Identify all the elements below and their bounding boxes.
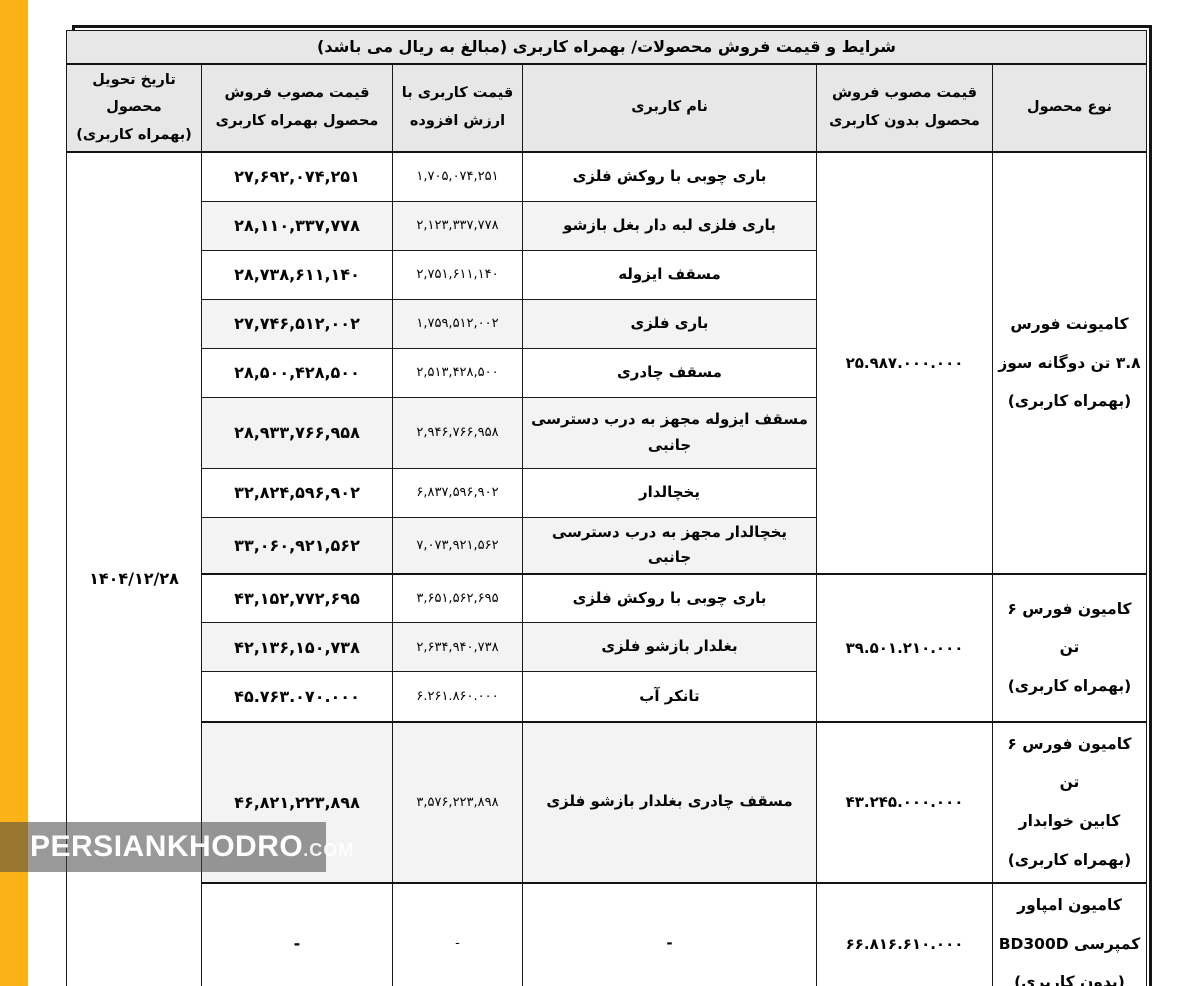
price-table: شرایط و قیمت فروش محصولات/ بهمراه کاربری… [66,30,1147,986]
col-header-price-without: قیمت مصوب فروش محصول بدون کاربری [816,63,993,154]
col-header-price-with: قیمت مصوب فروش محصول بهمراه کاربری [201,63,393,154]
usage-name-cell: - [522,881,817,986]
watermark-brand-text: PERSIANKHODRO [30,830,304,863]
vat-price-cell: ۶.۲۶۱.۸۶۰.۰۰۰ [392,671,523,723]
usage-name-cell: یخچالدار [522,467,817,518]
price-table-body: کامیونت فورس ۳.۸ تن دوگانه سوز (بهمراه ک… [66,151,1147,986]
vat-price-cell: ۶,۸۳۷,۵۹۶,۹۰۲ [392,467,523,518]
usage-name-cell: بغلدار بازشو فلزی [522,622,817,673]
usage-name-cell: مسقف چادری بغلدار بازشو فلزی [522,720,817,884]
product-type-cell: کامیون فورس ۶ تن کابین خوابدار (بهمراه ک… [992,720,1147,884]
total-price-cell: ۴۳,۱۵۲,۷۷۲,۶۹۵ [201,572,393,624]
vat-price-cell: ۳,۶۵۱,۵۶۲,۶۹۵ [392,572,523,624]
col-header-usage-name: نام کاربری [522,63,817,154]
table-title-row: شرایط و قیمت فروش محصولات/ بهمراه کاربری… [66,30,1147,65]
total-price-cell: ۳۳,۰۶۰,۹۲۱,۵۶۲ [201,516,393,575]
vat-price-cell: ۱,۷۰۵,۰۷۴,۲۵۱ [392,151,523,202]
vat-price-cell: - [392,881,523,986]
price-without-cell: ۳۹.۵۰۱.۲۱۰.۰۰۰ [816,572,993,723]
table-row: یخچالدار ۶,۸۳۷,۵۹۶,۹۰۲ ۳۲,۸۲۴,۵۹۶,۹۰۲ [67,467,1147,518]
vat-price-cell: ۲,۶۳۴,۹۴۰,۷۳۸ [392,622,523,673]
price-table-frame: شرایط و قیمت فروش محصولات/ بهمراه کاربری… [66,25,1152,986]
table-row: باری فلزی لبه دار بغل بازشو ۲,۱۲۳,۳۳۷,۷۷۸… [67,200,1147,251]
yellow-accent-bar [0,0,28,986]
col-header-vat-price: قیمت کاربری با ارزش افزوده [392,63,523,154]
product-type-cell: کامیون امپاور کمپرسی BD300D (بدون کاربری… [992,881,1147,986]
vat-price-cell: ۱,۷۵۹,۵۱۲,۰۰۲ [392,298,523,349]
price-without-cell: ۲۵.۹۸۷.۰۰۰.۰۰۰ [816,151,993,575]
total-price-cell: ۲۸,۷۳۸,۶۱۱,۱۴۰ [201,249,393,300]
table-header-row: نوع محصول قیمت مصوب فروش محصول بدون کارب… [66,63,1147,154]
vat-price-cell: ۲,۵۱۳,۴۲۸,۵۰۰ [392,347,523,398]
usage-name-cell: باری چوبی با روکش فلزی [522,151,817,202]
price-without-cell: ۶۶.۸۱۶.۶۱۰.۰۰۰ [816,881,993,986]
watermark-domain-text: .COM [303,840,355,860]
col-header-product-type: نوع محصول [992,63,1147,154]
usage-name-cell: مسقف ایزوله [522,249,817,300]
table-row: کامیون فورس ۶ تن (بهمراه کاربری) ۳۹.۵۰۱.۲… [67,572,1147,723]
table-row: بغلدار بازشو فلزی ۲,۶۳۴,۹۴۰,۷۳۸ ۴۲,۱۳۶,۱۵۰… [67,622,1147,673]
total-price-cell: - [201,881,393,986]
vat-price-cell: ۳,۵۷۶,۲۲۳,۸۹۸ [392,720,523,884]
total-price-cell: ۲۸,۹۳۳,۷۶۶,۹۵۸ [201,396,393,469]
total-price-cell: ۲۷,۶۹۲,۰۷۴,۲۵۱ [201,151,393,202]
table-row: مسقف ایزوله مجهز به درب دسترسی جانبی ۲,۹۴… [67,396,1147,469]
usage-name-cell: باری فلزی [522,298,817,349]
total-price-cell: ۳۲,۸۲۴,۵۹۶,۹۰۲ [201,467,393,518]
table-row: مسقف چادری ۲,۵۱۳,۴۲۸,۵۰۰ ۲۸,۵۰۰,۴۲۸,۵۰۰ [67,347,1147,398]
table-row: باری فلزی ۱,۷۵۹,۵۱۲,۰۰۲ ۲۷,۷۴۶,۵۱۲,۰۰۲ [67,298,1147,349]
total-price-cell: ۲۷,۷۴۶,۵۱۲,۰۰۲ [201,298,393,349]
vat-price-cell: ۲,۱۲۳,۳۳۷,۷۷۸ [392,200,523,251]
product-type-cell: کامیون فورس ۶ تن (بهمراه کاربری) [992,572,1147,723]
usage-name-cell: مسقف ایزوله مجهز به درب دسترسی جانبی [522,396,817,469]
price-without-cell: ۴۳.۲۴۵.۰۰۰.۰۰۰ [816,720,993,884]
vat-price-cell: ۲,۷۵۱,۶۱۱,۱۴۰ [392,249,523,300]
watermark: PERSIANKHODRO .COM [0,822,353,872]
usage-name-cell: تانکر آب [522,671,817,723]
table-row: کامیونت فورس ۳.۸ تن دوگانه سوز (بهمراه ک… [66,151,1147,986]
col-header-delivery-date: تاریخ تحویل محصول (بهمراه کاربری) [66,63,202,154]
total-price-cell: ۲۸,۱۱۰,۳۳۷,۷۷۸ [201,200,393,251]
total-price-cell: ۴۵.۷۶۳.۰۷۰.۰۰۰ [201,671,393,723]
usage-name-cell: باری چوبی با روکش فلزی [522,572,817,624]
table-row: کامیون امپاور کمپرسی BD300D (بدون کاربری… [67,881,1147,986]
table-row: کامیون فورس ۶ تن کابین خوابدار (بهمراه ک… [67,720,1147,884]
usage-name-cell: باری فلزی لبه دار بغل بازشو [522,200,817,251]
vat-price-cell: ۷,۰۷۳,۹۲۱,۵۶۲ [392,516,523,575]
table-row: تانکر آب ۶.۲۶۱.۸۶۰.۰۰۰ ۴۵.۷۶۳.۰۷۰.۰۰۰ [67,671,1147,723]
table-row: مسقف ایزوله ۲,۷۵۱,۶۱۱,۱۴۰ ۲۸,۷۳۸,۶۱۱,۱۴۰ [67,249,1147,300]
table-row: یخچالدار مجهز به درب دسترسی جانبی ۷,۰۷۳,۹… [67,516,1147,575]
usage-name-cell: مسقف چادری [522,347,817,398]
total-price-cell: ۴۲,۱۳۶,۱۵۰,۷۳۸ [201,622,393,673]
total-price-cell: ۲۸,۵۰۰,۴۲۸,۵۰۰ [201,347,393,398]
vat-price-cell: ۲,۹۴۶,۷۶۶,۹۵۸ [392,396,523,469]
table-title: شرایط و قیمت فروش محصولات/ بهمراه کاربری… [66,30,1147,65]
price-table-head: شرایط و قیمت فروش محصولات/ بهمراه کاربری… [66,30,1147,154]
product-type-cell: کامیونت فورس ۳.۸ تن دوگانه سوز (بهمراه ک… [992,151,1147,575]
usage-name-cell: یخچالدار مجهز به درب دسترسی جانبی [522,516,817,575]
